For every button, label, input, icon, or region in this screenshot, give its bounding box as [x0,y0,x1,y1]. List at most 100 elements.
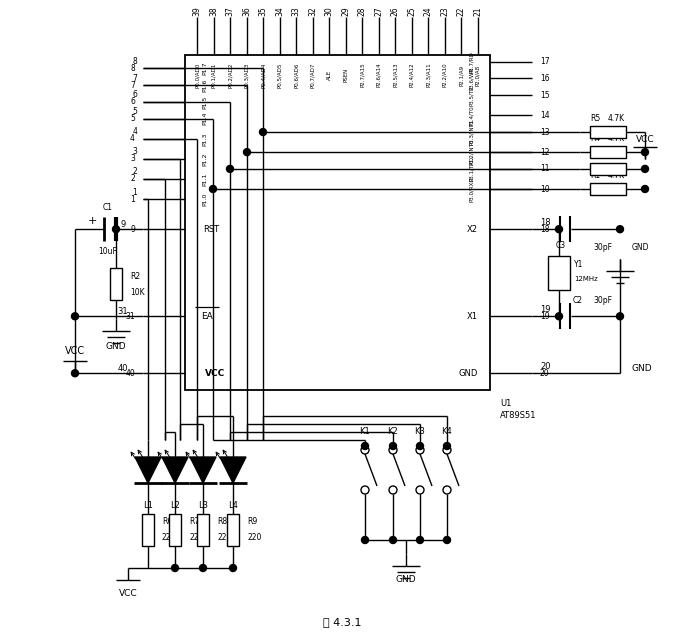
Circle shape [616,313,624,320]
Text: 220: 220 [189,534,203,542]
Text: 9: 9 [130,225,135,234]
Text: 12MHz: 12MHz [574,276,598,282]
Text: 12: 12 [540,148,549,157]
Text: P1.2: P1.2 [202,152,207,166]
Text: P2.6/A14: P2.6/A14 [376,63,381,87]
Text: VCC: VCC [119,589,137,598]
Circle shape [389,537,397,544]
Text: 26: 26 [391,6,400,16]
Text: 18: 18 [540,225,549,234]
Text: 15: 15 [540,91,550,100]
Text: P1.7: P1.7 [202,62,207,75]
Text: 20: 20 [540,361,551,370]
Text: K3: K3 [415,428,425,437]
Text: 4.7K: 4.7K [608,114,625,123]
Text: GND: GND [106,342,127,351]
Circle shape [209,186,217,193]
Text: 27: 27 [374,6,383,16]
Text: C2: C2 [573,296,583,305]
Text: 19: 19 [540,312,550,321]
Text: P2.4/A12: P2.4/A12 [410,63,415,87]
Text: 图 4.3.1: 图 4.3.1 [323,617,361,627]
Text: 34: 34 [275,6,284,16]
Text: P0.1/AD1: P0.1/AD1 [211,62,216,88]
Text: 10: 10 [540,184,550,193]
Text: P3.6/WR: P3.6/WR [469,67,475,90]
Circle shape [200,564,207,571]
Text: L1: L1 [143,501,153,510]
Circle shape [226,166,233,173]
Text: 18: 18 [540,218,551,227]
Text: P1.5: P1.5 [202,95,207,108]
Text: EA: EA [201,312,213,321]
Circle shape [417,537,423,544]
Text: 19: 19 [540,305,551,314]
Text: 21: 21 [473,6,482,16]
Text: P1.4: P1.4 [202,112,207,125]
Text: 2: 2 [133,168,137,177]
Text: 4.7K: 4.7K [608,134,625,143]
Text: VCC: VCC [635,135,655,144]
Text: P3.5/T1: P3.5/T1 [469,85,475,105]
Text: L4: L4 [228,501,238,510]
Bar [590,126,626,138]
Circle shape [112,226,120,232]
Text: 22: 22 [457,6,466,16]
Text: GND: GND [458,369,477,377]
Text: P1.3: P1.3 [202,132,207,146]
Text: 40: 40 [118,364,129,373]
Circle shape [389,442,397,449]
Circle shape [362,537,369,544]
Circle shape [417,442,423,449]
Text: P0.2/AD2: P0.2/AD2 [228,62,233,88]
Text: P2.5/A13: P2.5/A13 [393,63,398,87]
Text: P0.0/AD0: P0.0/AD0 [194,62,200,88]
Bar [169,514,181,546]
Text: VCC: VCC [65,346,85,356]
Text: AT89S51: AT89S51 [500,412,536,421]
Text: P3.3/INT1: P3.3/INT1 [469,119,475,145]
Text: 8: 8 [130,64,135,73]
Text: 40: 40 [125,369,135,377]
Bar [110,268,122,300]
Text: P3.7/RD: P3.7/RD [469,51,475,73]
Circle shape [72,313,79,320]
Polygon shape [162,457,188,483]
Text: 7: 7 [130,81,135,90]
Bar [227,514,239,546]
Polygon shape [220,457,246,483]
Text: P3.2/INT0: P3.2/INT0 [469,139,475,166]
Text: +: + [88,216,96,226]
Text: 11: 11 [540,164,549,173]
Text: R1: R1 [590,171,600,180]
Text: 30pF: 30pF [593,243,612,252]
Text: GND: GND [632,364,653,373]
Text: P3.4/T0: P3.4/T0 [469,105,475,126]
Bar [185,55,490,390]
Text: GND: GND [395,575,417,584]
Text: P2.2/A10: P2.2/A10 [443,63,447,87]
Text: 17: 17 [540,57,550,66]
Text: U1: U1 [500,399,512,408]
Text: PSEN: PSEN [343,68,348,82]
Text: 30pF: 30pF [593,296,612,305]
Text: P3.0/RXD: P3.0/RXD [469,176,475,202]
Bar [590,163,626,175]
Text: 30: 30 [325,6,334,16]
Text: 39: 39 [192,6,202,16]
Text: R9: R9 [247,517,257,526]
Text: 31: 31 [118,307,129,316]
Text: 29: 29 [341,6,350,16]
Bar [590,146,626,158]
Text: ALE: ALE [327,70,332,80]
Circle shape [389,486,397,494]
Circle shape [416,486,424,494]
Circle shape [443,486,451,494]
Bar [142,514,154,546]
Text: 13: 13 [540,128,550,137]
Text: R8: R8 [217,517,227,526]
Text: P0.3/AD3: P0.3/AD3 [244,62,249,88]
Circle shape [555,226,562,232]
Circle shape [362,442,369,449]
Bar [590,183,626,195]
